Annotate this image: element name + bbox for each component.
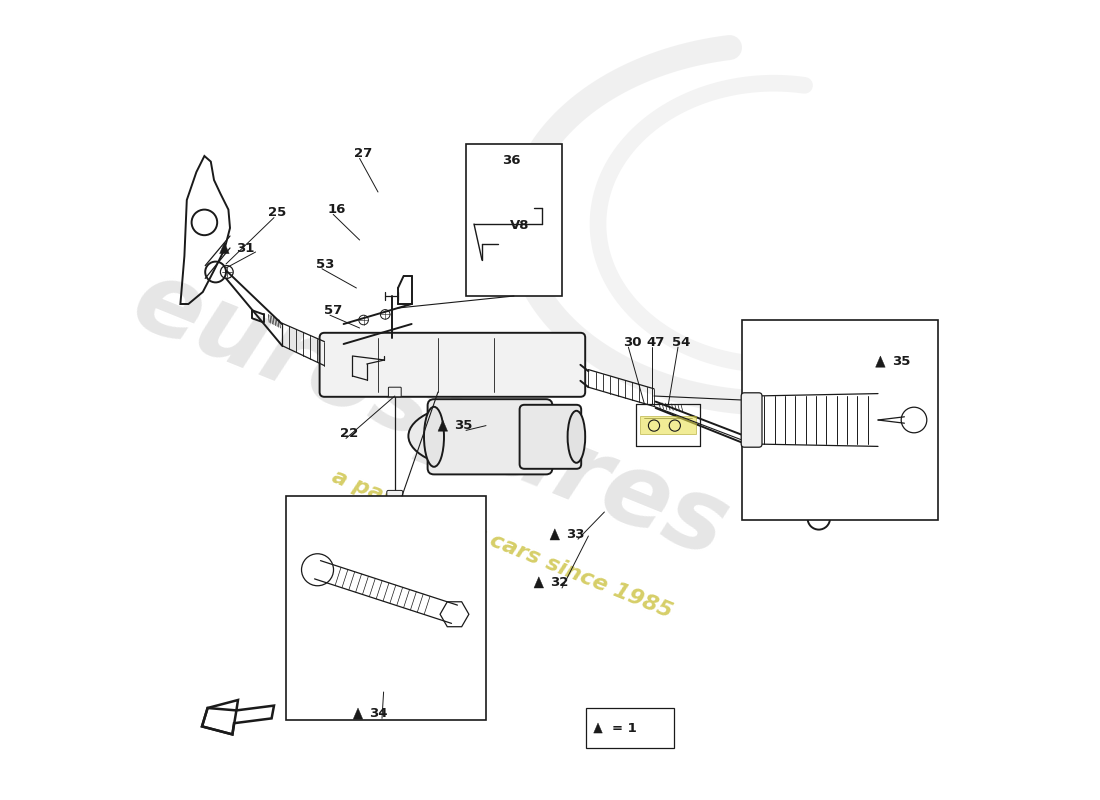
- Text: 27: 27: [354, 147, 372, 160]
- Polygon shape: [220, 242, 229, 254]
- Text: 34: 34: [370, 707, 387, 720]
- Bar: [586, 708, 674, 748]
- FancyBboxPatch shape: [387, 490, 403, 503]
- FancyBboxPatch shape: [519, 405, 581, 469]
- FancyBboxPatch shape: [320, 333, 585, 397]
- Text: 35: 35: [892, 355, 910, 368]
- Bar: [286, 496, 486, 720]
- Ellipse shape: [408, 402, 560, 470]
- FancyBboxPatch shape: [428, 399, 552, 474]
- Text: 31: 31: [235, 242, 254, 254]
- Text: 32: 32: [550, 576, 569, 589]
- FancyBboxPatch shape: [741, 393, 762, 447]
- Text: 47: 47: [647, 336, 666, 349]
- Text: 30: 30: [623, 336, 641, 349]
- Bar: [466, 144, 562, 296]
- Text: eurospares: eurospares: [119, 253, 741, 579]
- Text: 36: 36: [502, 154, 520, 166]
- Polygon shape: [550, 529, 560, 540]
- Polygon shape: [534, 577, 543, 588]
- Polygon shape: [876, 356, 886, 367]
- Text: 53: 53: [317, 258, 334, 270]
- Text: a passion for cars since 1985: a passion for cars since 1985: [329, 466, 675, 622]
- Polygon shape: [594, 723, 603, 733]
- Ellipse shape: [568, 411, 585, 462]
- Bar: [742, 320, 938, 520]
- Text: 22: 22: [340, 427, 359, 440]
- Text: 54: 54: [672, 336, 690, 349]
- Text: 16: 16: [328, 203, 346, 216]
- Text: 33: 33: [566, 528, 584, 541]
- FancyBboxPatch shape: [388, 387, 401, 397]
- Text: 57: 57: [324, 304, 343, 317]
- Polygon shape: [353, 708, 363, 719]
- Text: = 1: = 1: [613, 722, 637, 734]
- Ellipse shape: [424, 406, 444, 467]
- Polygon shape: [438, 420, 448, 431]
- Text: 35: 35: [454, 419, 472, 432]
- Text: 25: 25: [268, 206, 287, 218]
- Bar: [640, 416, 696, 434]
- Text: V8: V8: [510, 219, 529, 232]
